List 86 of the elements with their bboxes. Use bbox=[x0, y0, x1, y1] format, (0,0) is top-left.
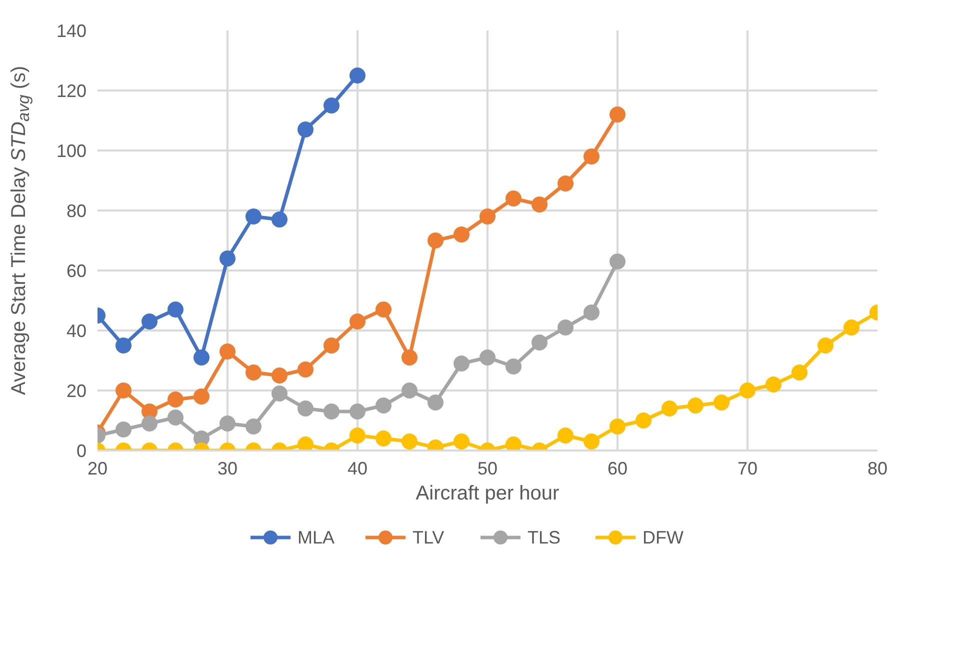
point bbox=[376, 398, 392, 414]
point bbox=[272, 212, 288, 228]
point bbox=[558, 320, 574, 336]
point bbox=[350, 428, 366, 444]
point bbox=[376, 302, 392, 318]
point bbox=[766, 376, 782, 392]
point bbox=[844, 320, 860, 336]
y-tick-label: 20 bbox=[66, 381, 87, 401]
point bbox=[714, 394, 730, 410]
point bbox=[506, 436, 522, 450]
point bbox=[246, 208, 262, 224]
point bbox=[818, 338, 834, 354]
point bbox=[298, 362, 314, 378]
point bbox=[454, 226, 470, 242]
point bbox=[220, 344, 236, 360]
y-tick-label: 100 bbox=[56, 141, 87, 161]
point bbox=[454, 434, 470, 450]
legend-label: DFW bbox=[642, 528, 684, 548]
point bbox=[142, 416, 158, 432]
point bbox=[220, 250, 236, 266]
point bbox=[168, 392, 184, 408]
point bbox=[220, 416, 236, 432]
x-tick-label: 50 bbox=[477, 458, 498, 478]
point bbox=[246, 364, 262, 380]
point bbox=[662, 400, 678, 416]
point bbox=[194, 350, 210, 366]
point bbox=[350, 314, 366, 330]
point bbox=[246, 418, 262, 434]
y-tick-label: 120 bbox=[56, 81, 87, 101]
point bbox=[350, 68, 366, 84]
point bbox=[272, 368, 288, 384]
point bbox=[558, 176, 574, 192]
point bbox=[402, 350, 418, 366]
point bbox=[584, 304, 600, 320]
point bbox=[792, 364, 808, 380]
y-tick-label: 60 bbox=[66, 261, 87, 281]
point bbox=[142, 314, 158, 330]
point bbox=[428, 232, 444, 248]
point bbox=[324, 98, 340, 114]
point bbox=[194, 388, 210, 404]
point bbox=[532, 334, 548, 350]
point bbox=[610, 254, 626, 270]
point bbox=[558, 428, 574, 444]
point bbox=[584, 434, 600, 450]
x-tick-label: 20 bbox=[87, 458, 108, 478]
point bbox=[688, 398, 704, 414]
point bbox=[272, 386, 288, 402]
point bbox=[298, 400, 314, 416]
point bbox=[324, 338, 340, 354]
x-tick-label: 70 bbox=[737, 458, 758, 478]
y-tick-label: 80 bbox=[66, 201, 87, 221]
point bbox=[454, 356, 470, 372]
y-tick-label: 140 bbox=[56, 21, 87, 41]
point bbox=[584, 148, 600, 164]
point bbox=[168, 302, 184, 318]
point bbox=[298, 122, 314, 138]
point bbox=[116, 422, 132, 438]
point bbox=[168, 410, 184, 426]
x-tick-label: 40 bbox=[347, 458, 368, 478]
x-tick-label: 30 bbox=[217, 458, 238, 478]
point bbox=[298, 436, 314, 450]
point bbox=[376, 430, 392, 446]
point bbox=[324, 404, 340, 420]
point bbox=[428, 394, 444, 410]
point bbox=[402, 434, 418, 450]
point bbox=[636, 412, 652, 428]
legend-label: TLS bbox=[528, 528, 561, 548]
y-tick-label: 0 bbox=[76, 441, 87, 461]
point bbox=[116, 382, 132, 398]
x-tick-label: 60 bbox=[607, 458, 628, 478]
point bbox=[610, 418, 626, 434]
legend-label: TLV bbox=[412, 528, 444, 548]
legend-label: MLA bbox=[298, 528, 335, 548]
y-tick-label: 40 bbox=[66, 321, 87, 341]
point bbox=[480, 350, 496, 366]
point bbox=[610, 106, 626, 122]
x-axis-title: Aircraft per hour bbox=[416, 482, 560, 504]
point bbox=[350, 404, 366, 420]
point bbox=[740, 382, 756, 398]
point bbox=[402, 382, 418, 398]
point bbox=[532, 196, 548, 212]
point bbox=[480, 208, 496, 224]
point bbox=[506, 190, 522, 206]
point bbox=[506, 358, 522, 374]
point bbox=[116, 338, 132, 354]
x-tick-label: 80 bbox=[867, 458, 888, 478]
